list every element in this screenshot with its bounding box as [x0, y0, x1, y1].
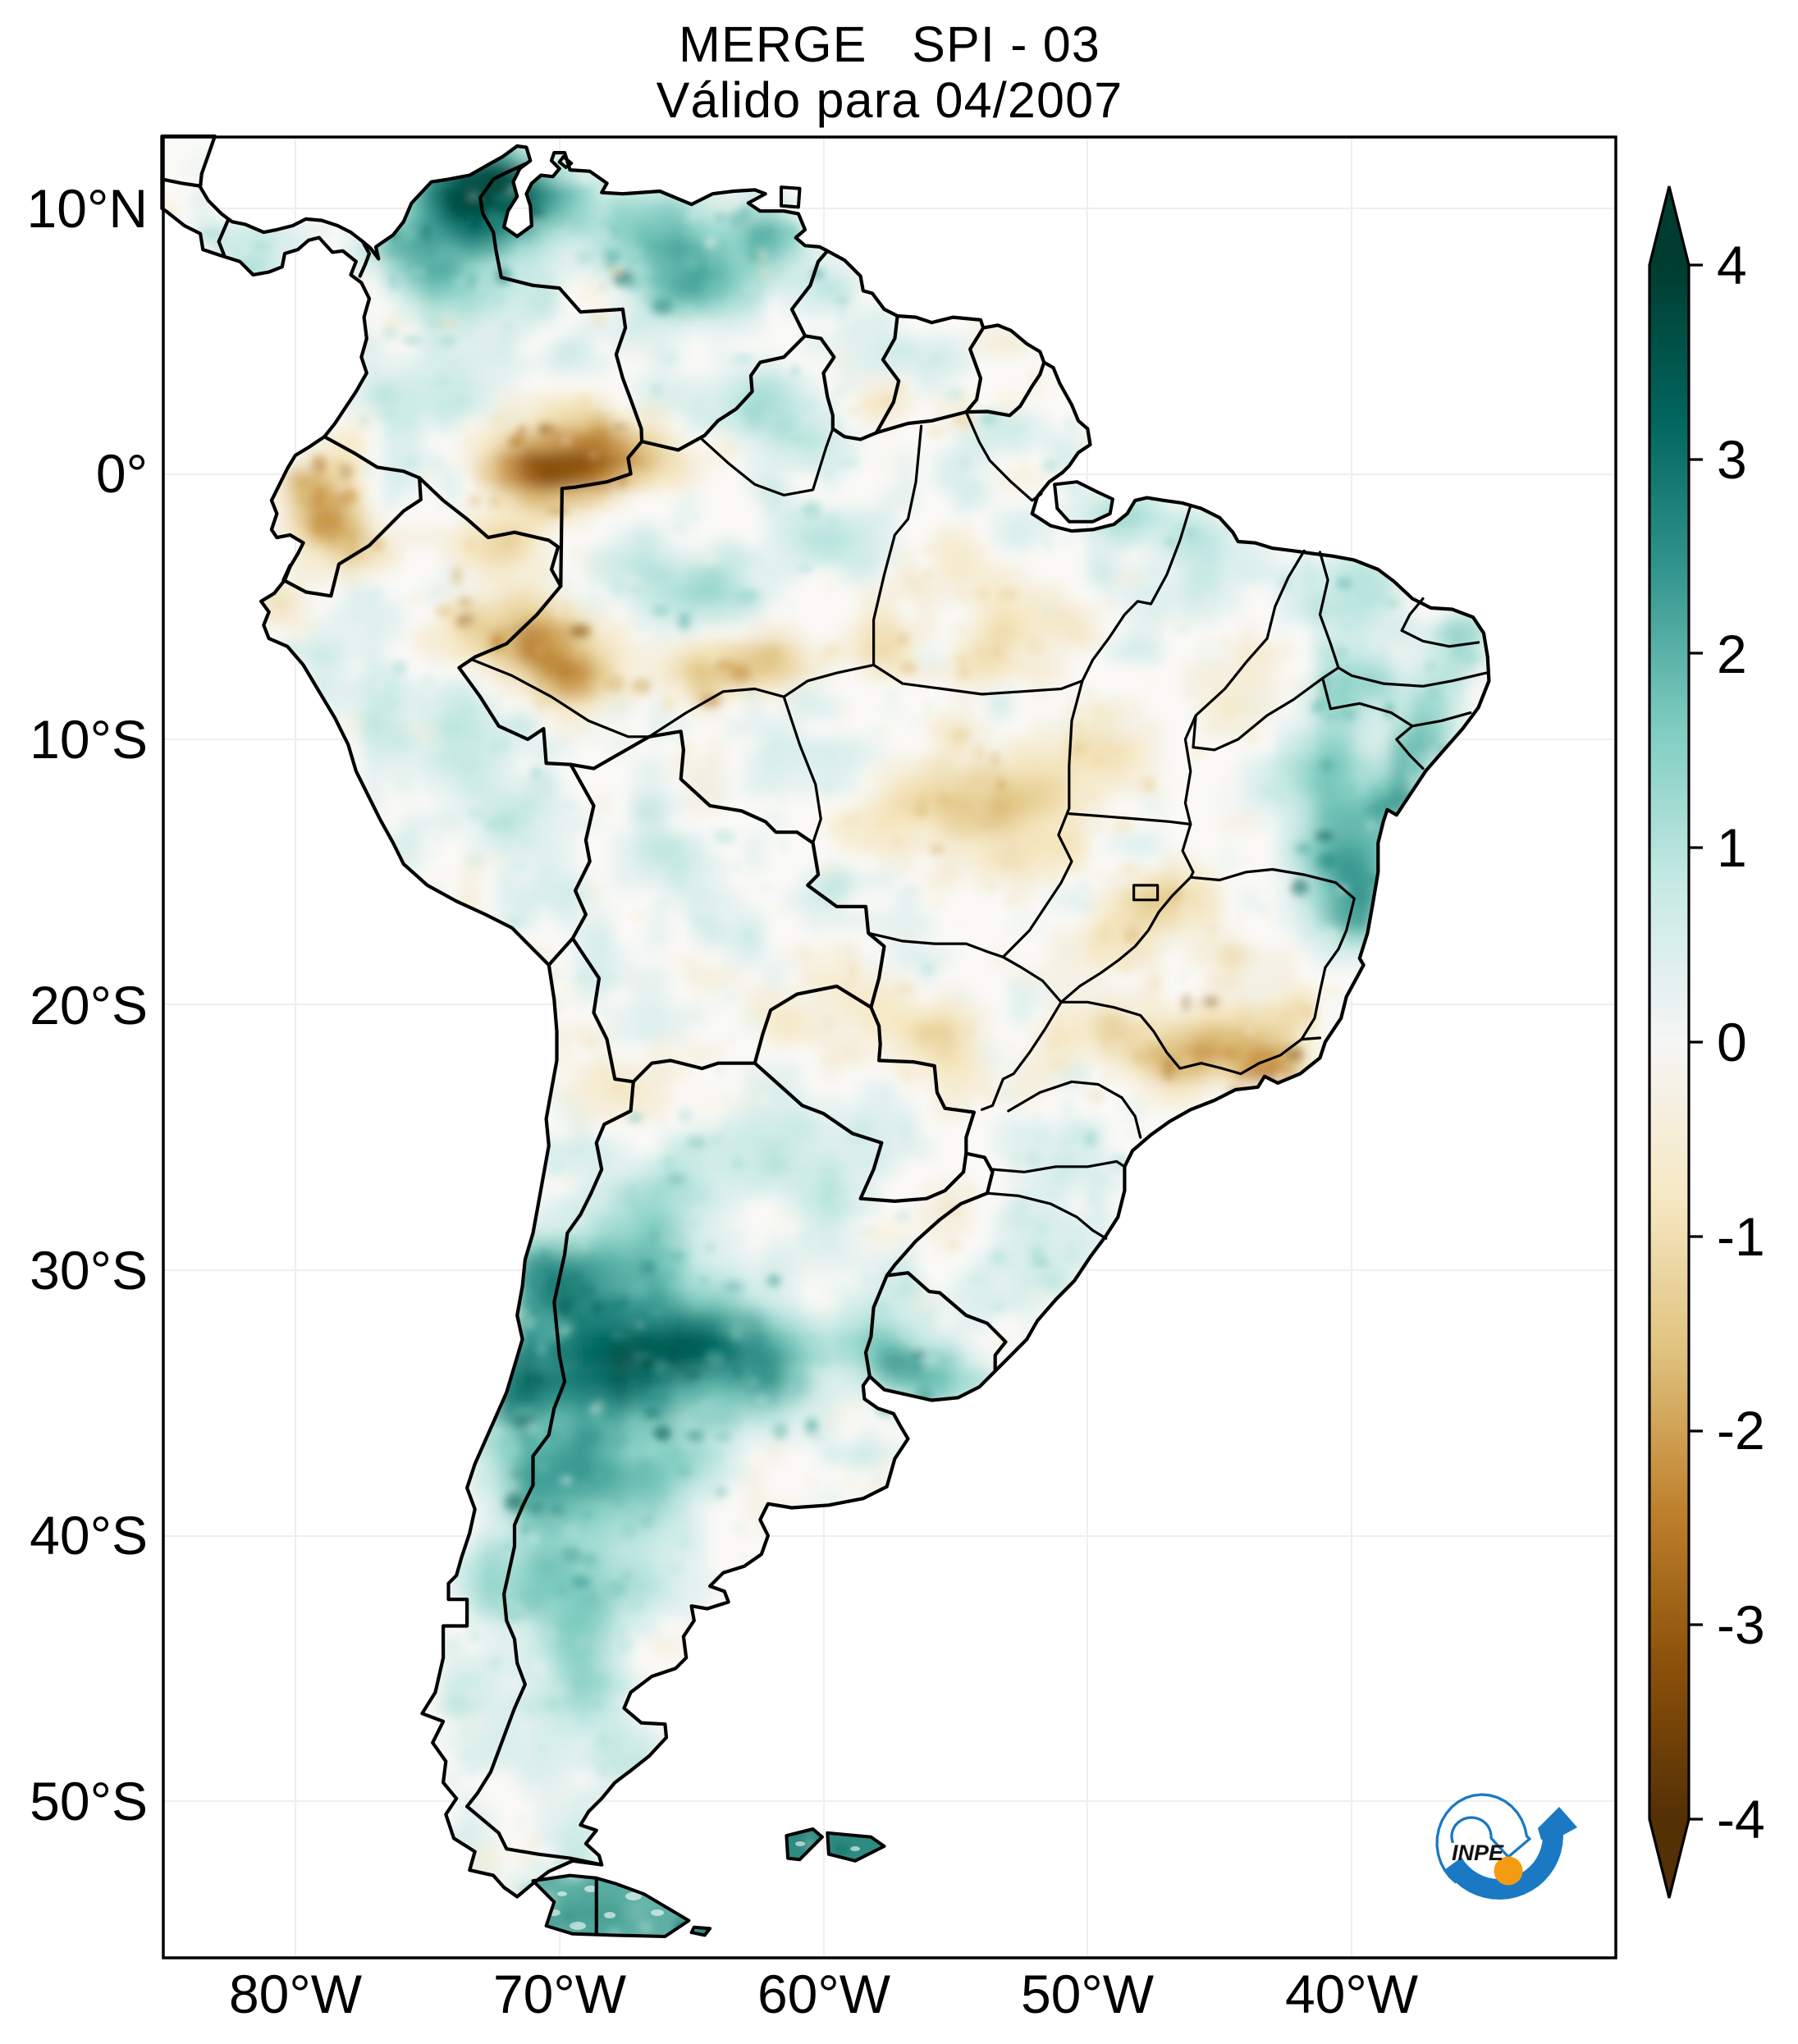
svg-text:0: 0 [1717, 1012, 1747, 1072]
svg-text:INPE: INPE [1452, 1841, 1504, 1865]
svg-text:40°W: 40°W [1285, 1964, 1419, 2024]
svg-text:80°W: 80°W [229, 1964, 363, 2024]
svg-text:20°S: 20°S [30, 975, 148, 1036]
svg-text:50°S: 50°S [30, 1771, 148, 1831]
svg-text:70°W: 70°W [493, 1964, 627, 2024]
svg-text:Válido para 04/2007: Válido para 04/2007 [657, 72, 1123, 128]
svg-text:-4: -4 [1717, 1789, 1765, 1850]
svg-text:10°N: 10°N [27, 178, 148, 239]
svg-text:40°S: 40°S [30, 1505, 148, 1566]
svg-text:10°S: 10°S [30, 709, 148, 770]
svg-text:-1: -1 [1717, 1206, 1765, 1267]
svg-text:60°W: 60°W [757, 1964, 891, 2024]
svg-text:-3: -3 [1717, 1594, 1765, 1655]
svg-text:2: 2 [1717, 624, 1747, 684]
svg-text:4: 4 [1717, 235, 1747, 295]
svg-text:-2: -2 [1717, 1400, 1765, 1461]
svg-text:3: 3 [1717, 429, 1747, 490]
svg-text:MERGE SPI - 03: MERGE SPI - 03 [679, 16, 1100, 72]
svg-text:0°: 0° [96, 443, 148, 504]
svg-text:30°S: 30°S [30, 1240, 148, 1301]
svg-text:50°W: 50°W [1021, 1964, 1155, 2024]
svg-text:1: 1 [1717, 817, 1747, 878]
